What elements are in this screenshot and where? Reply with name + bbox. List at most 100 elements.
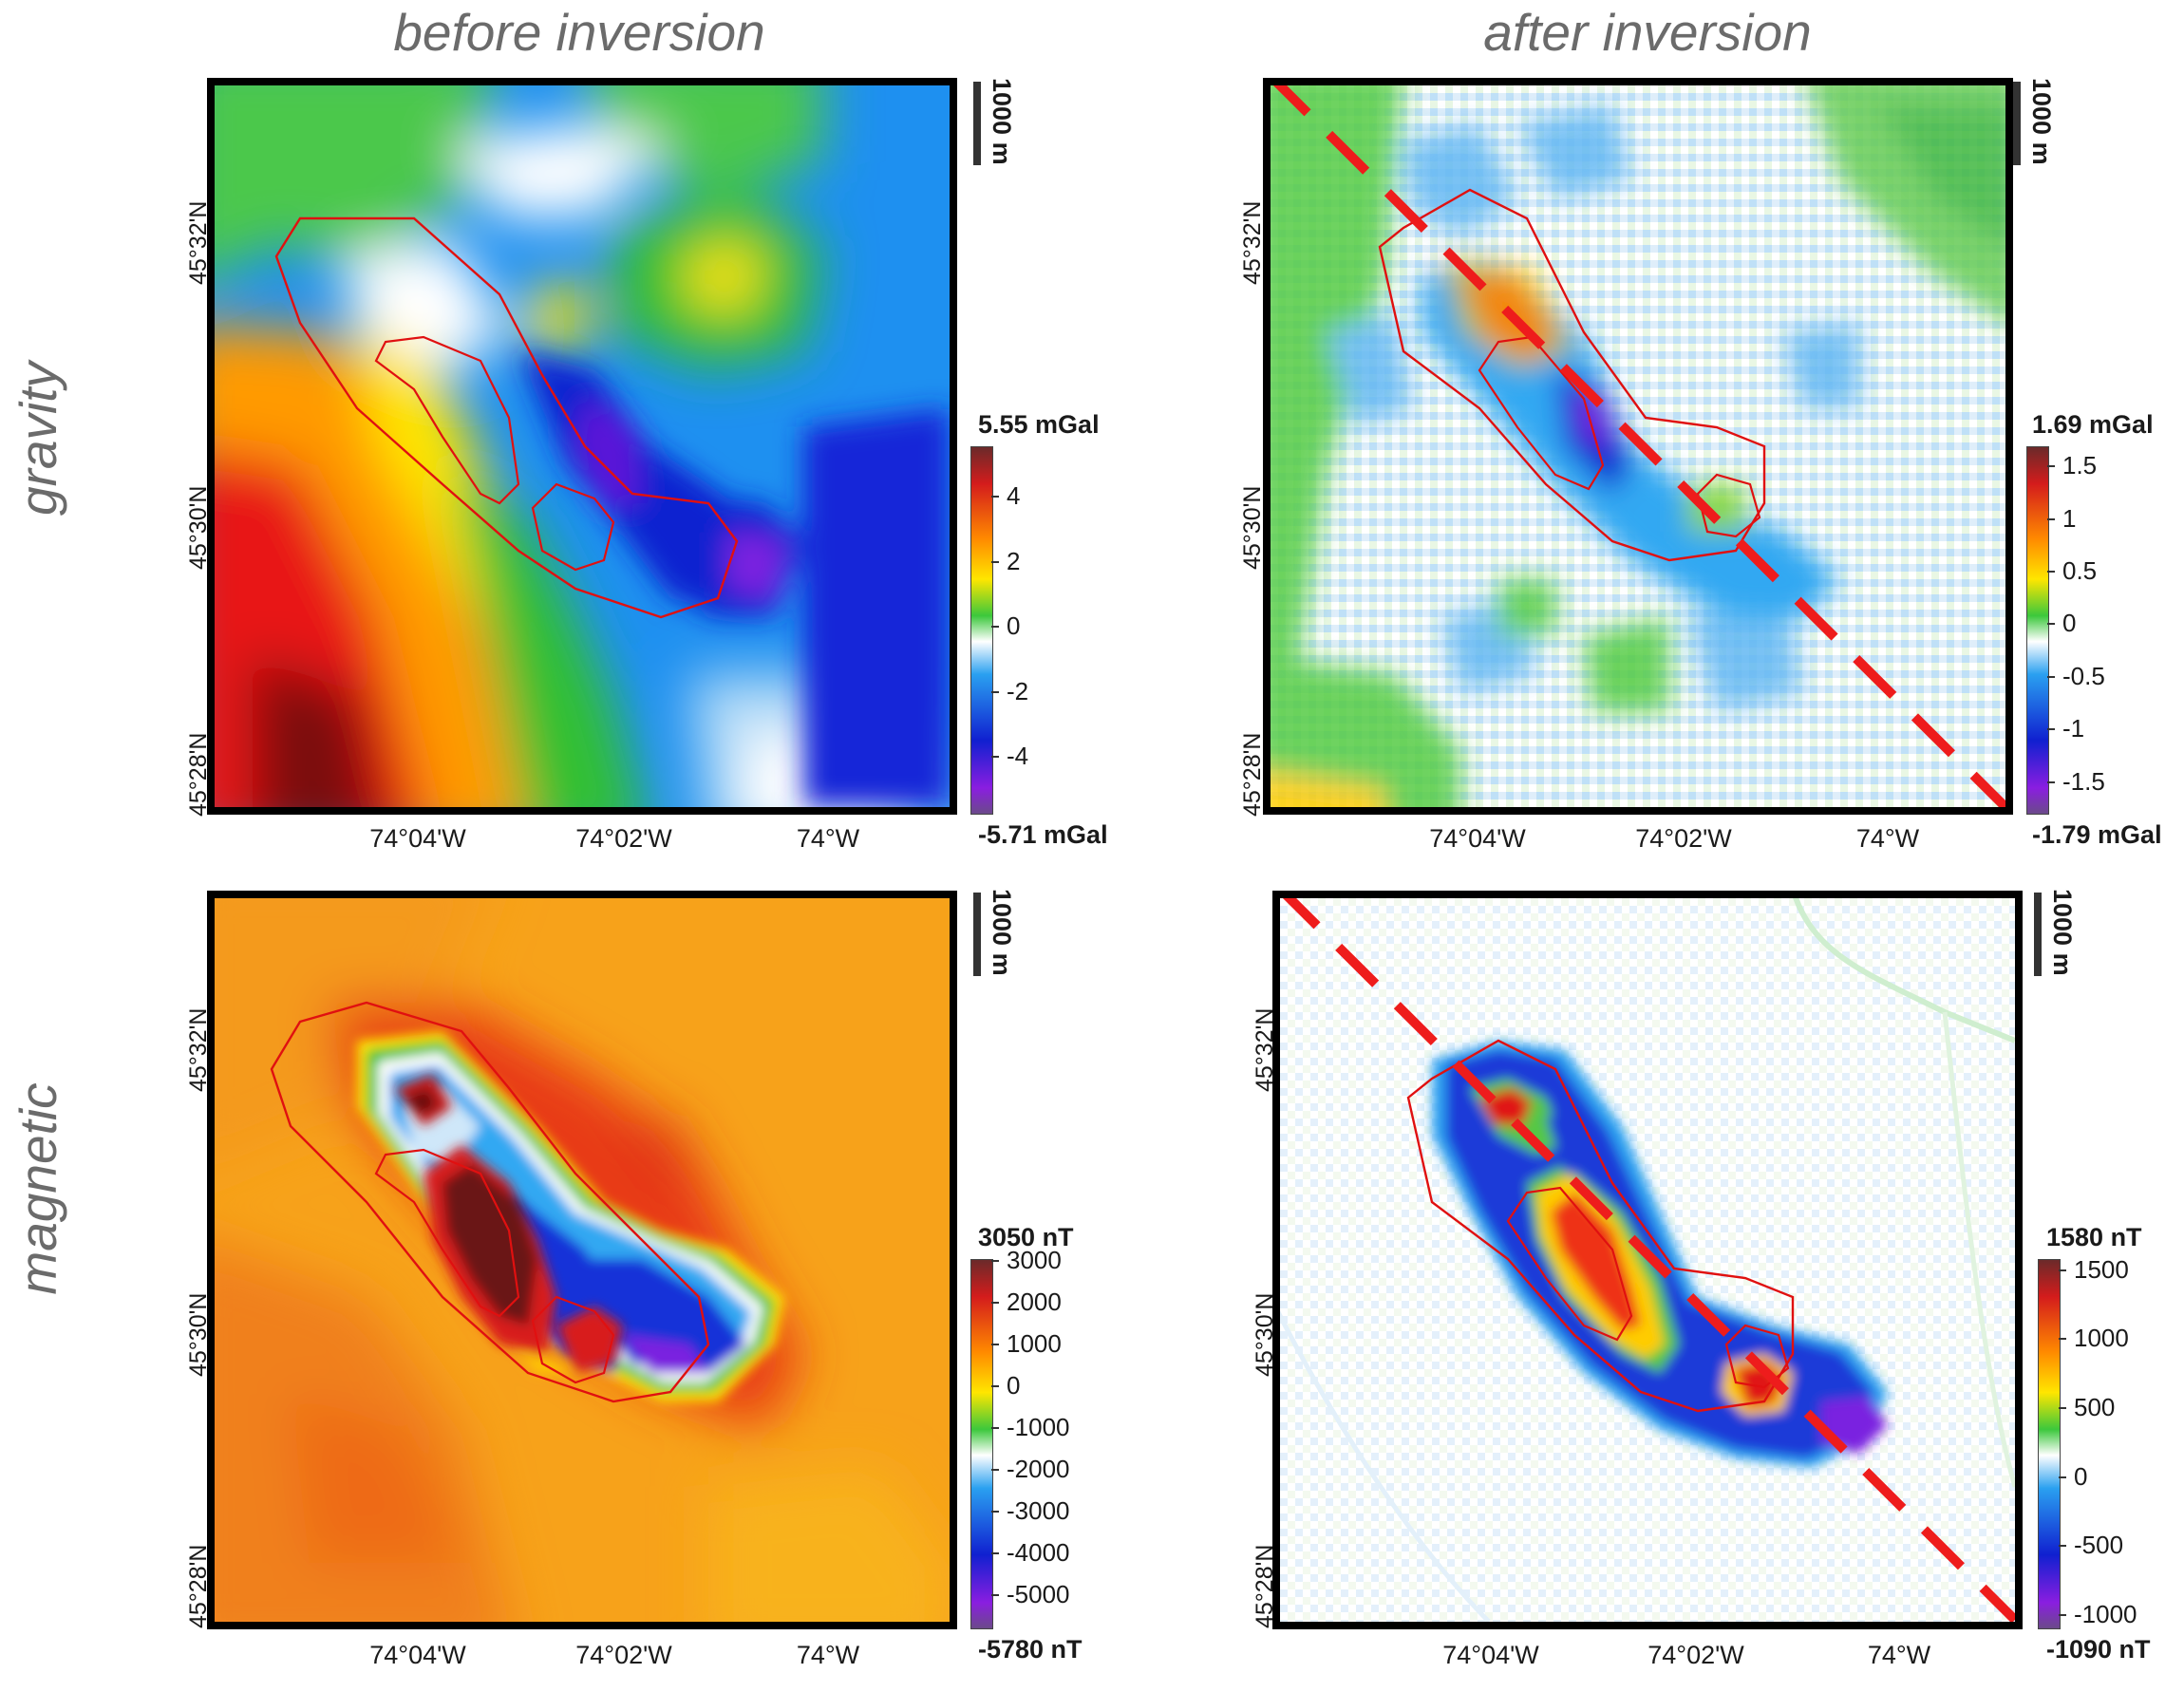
- colorbar-tick-label: -4000: [1007, 1537, 1070, 1567]
- scale-bar-label: 1000 m: [2027, 78, 2056, 165]
- colorbar-tick-label: 3000: [1007, 1246, 1062, 1275]
- colorbar-tick-label: -4: [1007, 742, 1029, 771]
- colorbar-gravity-after: [2026, 446, 2049, 815]
- colorbar-tick-label: -2: [1007, 676, 1029, 705]
- lat-label: 45°30'N: [185, 1292, 212, 1377]
- scale-bar-label: 1000 m: [2048, 889, 2077, 976]
- colorbar-tick-mark: [991, 1260, 999, 1263]
- lon-label: 74°W: [1855, 824, 1920, 853]
- row-title-gravity: gravity: [9, 362, 67, 516]
- colorbar-max-label: 1.69 mGal: [2032, 410, 2154, 439]
- colorbar-gravity-before: [970, 446, 993, 815]
- scale-bar: [2013, 82, 2021, 165]
- colorbar-tick-mark: [2047, 675, 2055, 678]
- colorbar-tick-label: 1: [2062, 503, 2077, 533]
- colorbar-tick-label: -500: [2074, 1531, 2124, 1560]
- lon-label: 74°W: [796, 1641, 860, 1669]
- colorbar-tick-mark: [991, 1302, 999, 1305]
- lat-label: 45°28'N: [1252, 1544, 1278, 1628]
- colorbar-tick-mark: [2047, 623, 2055, 626]
- colorbar-tick-label: 1500: [2074, 1254, 2129, 1284]
- lon-label: 74°02'W: [575, 1641, 672, 1669]
- colorbar-tick-mark: [2047, 465, 2055, 468]
- lat-label: 45°32'N: [185, 200, 212, 285]
- colorbar-tick-mark: [2059, 1545, 2066, 1548]
- colorbar-tick-label: -3000: [1007, 1495, 1070, 1525]
- lat-label: 45°30'N: [185, 485, 212, 570]
- scale-bar: [2034, 893, 2042, 976]
- colorbar-tick-label: 1000: [1007, 1329, 1062, 1359]
- colorbar-tick-label: 500: [2074, 1392, 2116, 1421]
- colorbar-tick-label: 0: [2062, 609, 2077, 638]
- colorbar-tick-mark: [991, 626, 999, 629]
- colorbar-tick-mark: [2059, 1406, 2066, 1409]
- colorbar-tick-mark: [991, 756, 999, 759]
- colorbar-tick-mark: [991, 1593, 999, 1596]
- colorbar-min-label: -1090 nT: [2046, 1635, 2151, 1664]
- lon-label: 74°04'W: [1442, 1641, 1539, 1669]
- colorbar-tick-label: -5000: [1007, 1579, 1070, 1608]
- lon-label: 74°02'W: [575, 824, 672, 853]
- colorbar-tick-label: 0.5: [2062, 555, 2098, 585]
- lon-label: 74°04'W: [1429, 824, 1526, 853]
- colorbar-tick-label: 1.5: [2062, 451, 2098, 480]
- colorbar-tick-label: 2000: [1007, 1288, 1062, 1317]
- lat-label: 45°32'N: [1252, 1007, 1278, 1092]
- colorbar-tick-mark: [2059, 1338, 2066, 1341]
- colorbar-tick-mark: [2059, 1269, 2066, 1271]
- gravity-before-map: [215, 85, 950, 807]
- colorbar-tick-label: -1000: [1007, 1412, 1070, 1441]
- gravity-after-map: [1271, 85, 2005, 807]
- colorbar-tick-label: 0: [2074, 1461, 2088, 1491]
- row-title-magnetic: magnetic: [9, 1082, 67, 1295]
- colorbar-tick-label: 0: [1007, 1371, 1021, 1401]
- colorbar-tick-mark: [991, 560, 999, 563]
- lon-label: 74°04'W: [369, 1641, 466, 1669]
- magnetic-before-map: [215, 898, 950, 1622]
- colorbar-max-label: 5.55 mGal: [978, 410, 1100, 439]
- colorbar-tick-label: -2000: [1007, 1454, 1070, 1483]
- colorbar-magnetic-after: [2038, 1259, 2061, 1629]
- lat-label: 45°28'N: [185, 732, 212, 817]
- colorbar-tick-label: 0: [1007, 611, 1021, 641]
- lon-label: 74°04'W: [369, 824, 466, 853]
- colorbar-tick-mark: [991, 1468, 999, 1471]
- colorbar-tick-mark: [991, 1426, 999, 1429]
- colorbar-tick-label: -0.5: [2062, 661, 2105, 690]
- colorbar-min-label: -1.79 mGal: [2032, 820, 2162, 849]
- colorbar-tick-mark: [991, 1344, 999, 1346]
- colorbar-tick-label: 1000: [2074, 1324, 2129, 1353]
- lat-label: 45°28'N: [1239, 732, 1266, 817]
- colorbar-tick-label: 4: [1007, 481, 1021, 511]
- colorbar-tick-mark: [2047, 728, 2055, 731]
- colorbar-tick-mark: [991, 1510, 999, 1513]
- colorbar-max-label: 3050 nT: [978, 1223, 1074, 1251]
- colorbar-min-label: -5.71 mGal: [978, 820, 1108, 849]
- lat-label: 45°30'N: [1252, 1292, 1278, 1377]
- colorbar-tick-mark: [991, 1385, 999, 1388]
- column-title-after: after inversion: [1483, 3, 1812, 62]
- lon-label: 74°02'W: [1635, 824, 1732, 853]
- colorbar-tick-label: -1: [2062, 714, 2085, 743]
- colorbar-tick-mark: [2047, 517, 2055, 520]
- scale-bar: [973, 82, 981, 165]
- lat-label: 45°28'N: [185, 1544, 212, 1628]
- colorbar-tick-label: 2: [1007, 546, 1021, 575]
- colorbar-tick-label: -1.5: [2062, 766, 2105, 796]
- scale-bar-label: 1000 m: [988, 78, 1016, 165]
- colorbar-tick-mark: [991, 496, 999, 498]
- lon-label: 74°W: [796, 824, 860, 853]
- scale-bar: [973, 893, 981, 976]
- lon-label: 74°W: [1867, 1641, 1931, 1669]
- lat-label: 45°30'N: [1239, 485, 1266, 570]
- lat-label: 45°32'N: [185, 1007, 212, 1092]
- colorbar-max-label: 1580 nT: [2046, 1223, 2142, 1251]
- colorbar-tick-mark: [991, 690, 999, 693]
- colorbar-tick-mark: [2047, 570, 2055, 573]
- lat-label: 45°32'N: [1239, 200, 1266, 285]
- colorbar-tick-label: -1000: [2074, 1599, 2137, 1628]
- magnetic-after-map: [1280, 898, 2015, 1622]
- lon-label: 74°02'W: [1647, 1641, 1744, 1669]
- colorbar-tick-mark: [991, 1551, 999, 1554]
- colorbar-tick-mark: [2059, 1476, 2066, 1478]
